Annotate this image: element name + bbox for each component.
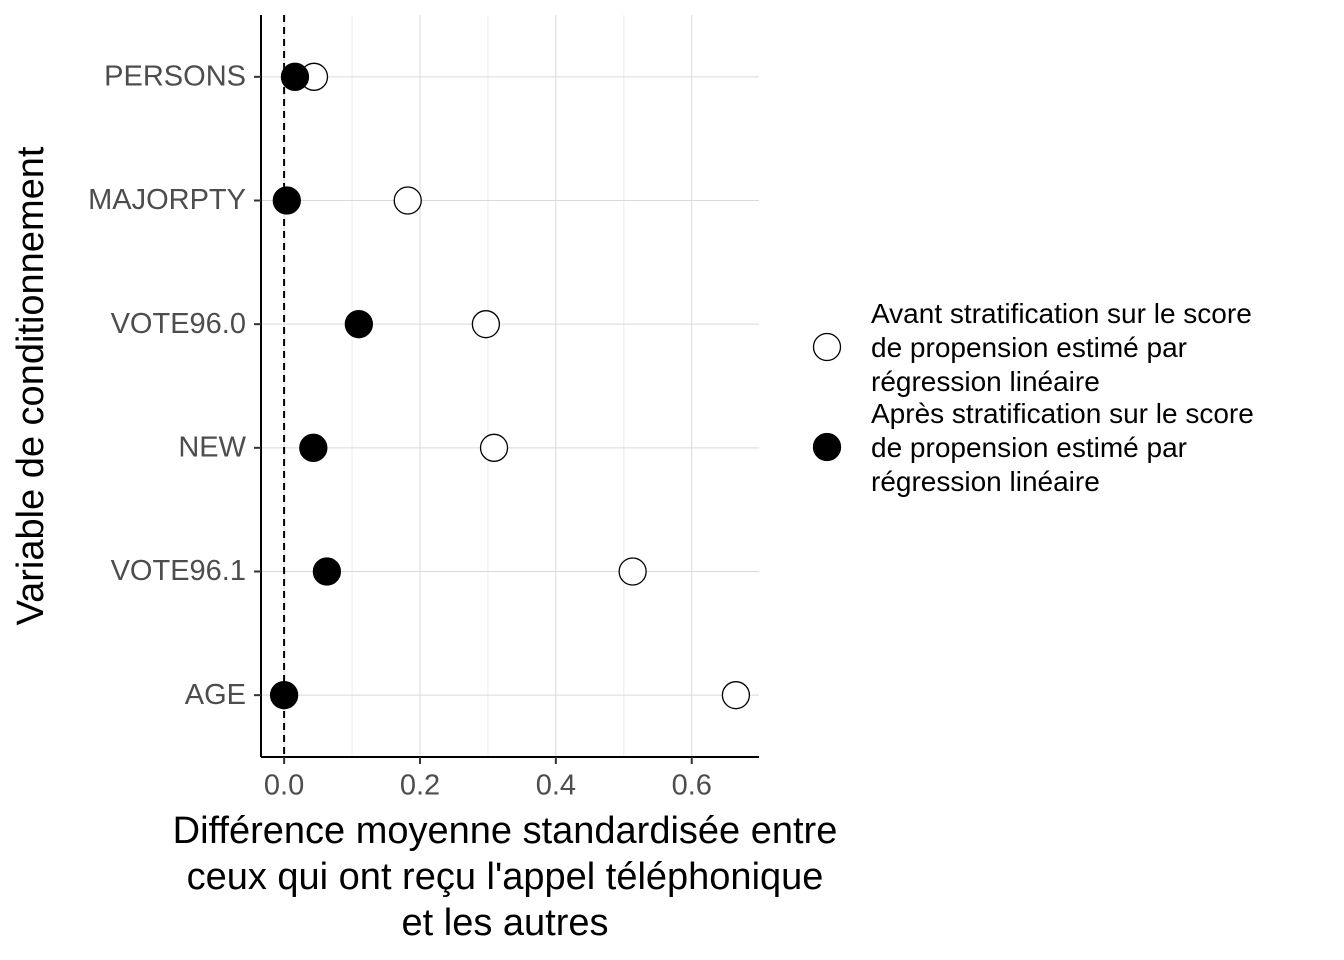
point	[393, 186, 422, 215]
legend-label: Après stratification sur le score de pro…	[871, 398, 1254, 497]
point	[471, 310, 501, 339]
point	[272, 186, 301, 215]
legend-label: Avant stratification sur le score de pro…	[871, 298, 1252, 397]
y-tick-label: AGE	[185, 679, 246, 711]
point	[479, 433, 509, 462]
point	[269, 681, 299, 710]
x-tick-label: 0.0	[264, 770, 304, 802]
y-tick-label: VOTE96.1	[111, 555, 246, 587]
x-tick-label: 0.2	[400, 770, 440, 802]
y-tick-label: VOTE96.0	[111, 308, 246, 340]
y-axis-title: Variable de conditionnement	[10, 146, 52, 625]
legend-marker	[812, 332, 842, 362]
point	[299, 433, 328, 462]
point	[280, 62, 310, 91]
x-tick-label: 0.4	[536, 770, 576, 802]
point	[618, 557, 647, 586]
x-tick-label: 0.6	[672, 770, 712, 802]
point	[721, 681, 751, 710]
legend-marker	[812, 432, 842, 462]
point	[344, 310, 373, 339]
x-axis-title: Différence moyenne standardisée entre ce…	[172, 810, 838, 944]
point	[312, 557, 342, 586]
y-tick-label: MAJORPTY	[88, 184, 246, 216]
y-tick-label: NEW	[178, 431, 246, 463]
y-tick-label: PERSONS	[104, 60, 246, 92]
